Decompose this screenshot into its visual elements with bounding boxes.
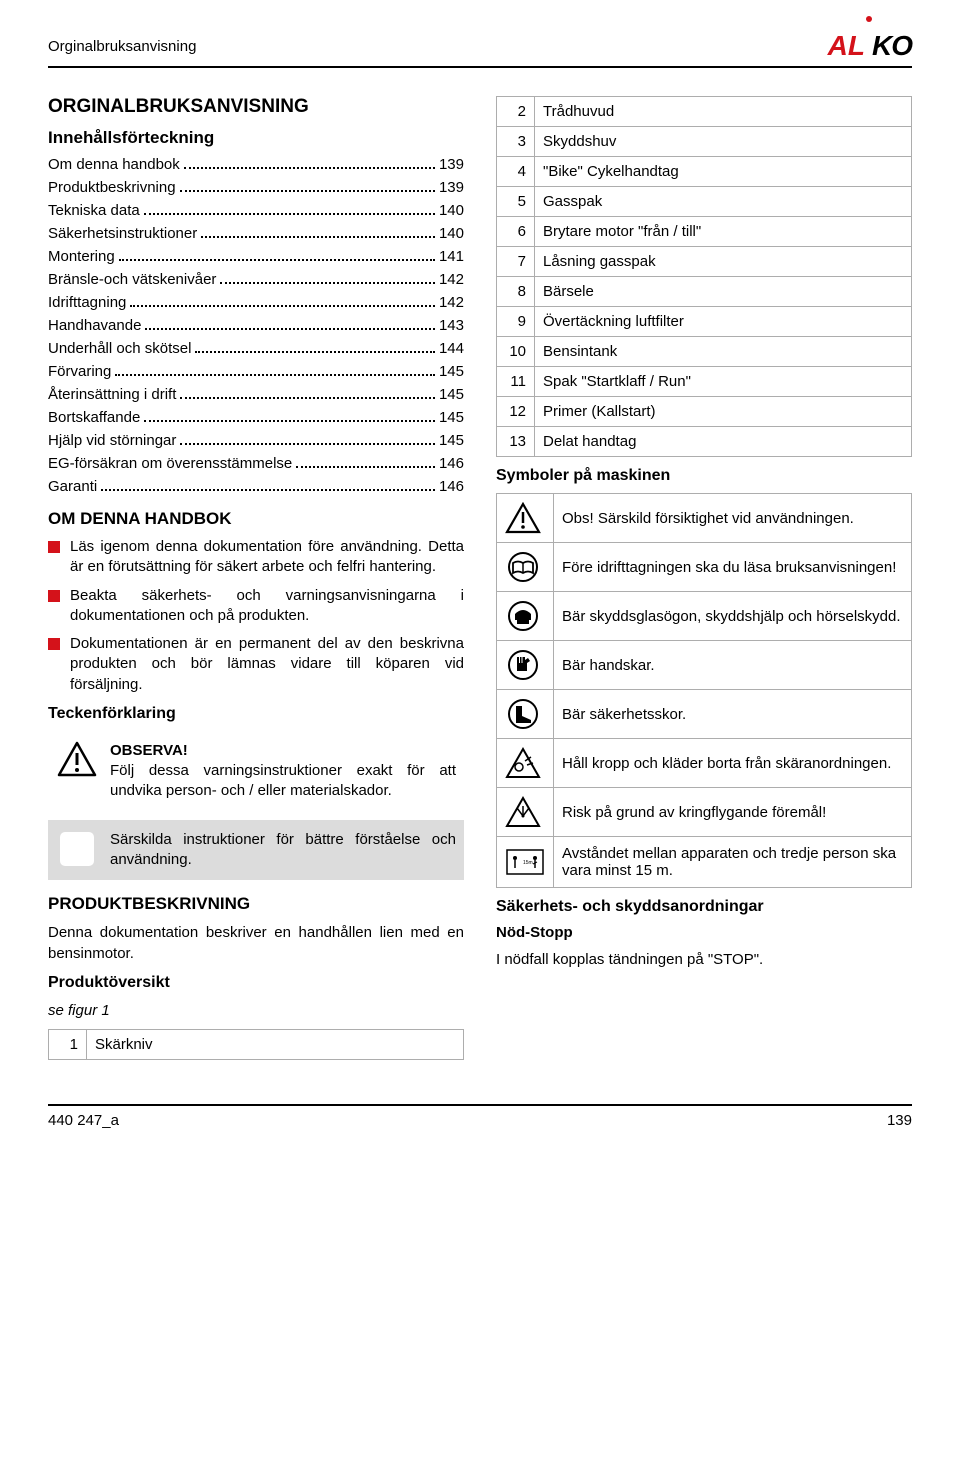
blade-distance-icon xyxy=(497,739,554,788)
info-text: Särskilda instruktioner för bättre först… xyxy=(110,831,456,868)
info-icon xyxy=(56,830,98,871)
page-footer: 440 247_a 139 xyxy=(48,1104,912,1129)
list-item: Läs igenom denna dokumentation före anvä… xyxy=(48,537,464,578)
safety-boots-icon xyxy=(497,690,554,739)
table-row: 1Skärkniv xyxy=(49,1030,464,1060)
warning-triangle-icon xyxy=(56,741,98,802)
symbols-heading: Symboler på maskinen xyxy=(496,467,912,485)
table-row: 9Övertäckning luftfilter xyxy=(497,307,912,337)
toc-item: Förvaring145 xyxy=(48,363,464,380)
table-row: 3Skyddshuv xyxy=(497,127,912,157)
toc-item: Produktbeskrivning139 xyxy=(48,179,464,196)
warning-callout: OBSERVA! Följ dessa varningsinstruktione… xyxy=(48,731,464,812)
footer-doc-id: 440 247_a xyxy=(48,1112,119,1129)
symbols-table: Obs! Särskild försiktighet vid användnin… xyxy=(496,493,912,888)
read-manual-icon xyxy=(497,543,554,592)
table-row: 12Primer (Kallstart) xyxy=(497,397,912,427)
product-text: Denna dokumentation beskriver en handhål… xyxy=(48,922,464,964)
doc-type-label: Orginalbruksanvisning xyxy=(48,38,196,55)
table-row: 2Trådhuvud xyxy=(497,97,912,127)
page-title: ORGINALBRUKSANVISNING xyxy=(48,96,464,118)
toc-item: Bränsle-och vätskenivåer142 xyxy=(48,271,464,288)
table-row: 8Bärsele xyxy=(497,277,912,307)
toc-item: Idrifttagning142 xyxy=(48,294,464,311)
warning-title: OBSERVA! xyxy=(110,741,456,761)
toc-item: Bortskaffande145 xyxy=(48,409,464,426)
toc-item: Tekniska data140 xyxy=(48,202,464,219)
toc-item: Om denna handbok139 xyxy=(48,156,464,173)
warning-triangle-icon xyxy=(497,494,554,543)
parts-table-left: 1Skärkniv xyxy=(48,1029,464,1060)
table-row: 10Bensintank xyxy=(497,337,912,367)
table-row: 5Gasspak xyxy=(497,187,912,217)
table-row: Obs! Särskild försiktighet vid användnin… xyxy=(497,494,912,543)
table-row: Risk på grund av kringflygande föremål! xyxy=(497,788,912,837)
emergency-stop-text: I nödfall kopplas tändningen på "STOP". xyxy=(496,949,912,970)
product-heading: PRODUKTBESKRIVNING xyxy=(48,894,464,914)
brand-logo: ALKO xyxy=(828,30,912,62)
table-row: 13Delat handtag xyxy=(497,427,912,457)
table-row: 6Brytare motor "från / till" xyxy=(497,217,912,247)
table-row: 4"Bike" Cykelhandtag xyxy=(497,157,912,187)
safety-heading: Säkerhets- och skyddsanordningar xyxy=(496,898,912,916)
svg-text:15m: 15m xyxy=(523,860,533,866)
list-item: Dokumentationen är en permanent del av d… xyxy=(48,634,464,695)
parts-table-right: 2Trådhuvud 3Skyddshuv 4"Bike" Cykelhandt… xyxy=(496,96,912,457)
table-row: 15m Avståndet mellan apparaten och tredj… xyxy=(497,837,912,888)
flying-debris-icon xyxy=(497,788,554,837)
table-row: Håll kropp och kläder borta från skärano… xyxy=(497,739,912,788)
toc-item: Säkerhetsinstruktioner140 xyxy=(48,225,464,242)
gloves-icon xyxy=(497,641,554,690)
about-bullets: Läs igenom denna dokumentation före anvä… xyxy=(48,537,464,695)
list-item: Beakta säkerhets- och varningsanvisninga… xyxy=(48,586,464,627)
ppe-head-icon xyxy=(497,592,554,641)
right-column: 2Trådhuvud 3Skyddshuv 4"Bike" Cykelhandt… xyxy=(496,96,912,1070)
table-row: 7Låsning gasspak xyxy=(497,247,912,277)
table-row: Före idrifttagningen ska du läsa bruksan… xyxy=(497,543,912,592)
toc-item: Återinsättning i drift145 xyxy=(48,386,464,403)
info-callout: Särskilda instruktioner för bättre först… xyxy=(48,820,464,881)
toc-item: Underhåll och skötsel144 xyxy=(48,340,464,357)
footer-page-number: 139 xyxy=(887,1112,912,1129)
table-row: Bär säkerhetsskor. xyxy=(497,690,912,739)
warning-text: Följ dessa varningsinstruktioner exakt f… xyxy=(110,762,456,799)
emergency-stop-heading: Nöd-Stopp xyxy=(496,924,912,941)
table-row: Bär handskar. xyxy=(497,641,912,690)
left-column: ORGINALBRUKSANVISNING Innehållsförteckni… xyxy=(48,96,464,1070)
table-row: Bär skyddsglasögon, skyddshjälp och hörs… xyxy=(497,592,912,641)
page-header: Orginalbruksanvisning ALKO xyxy=(48,30,912,68)
about-heading: OM DENNA HANDBOK xyxy=(48,509,464,529)
product-overview-heading: Produktöversikt xyxy=(48,974,464,992)
toc-item: Garanti146 xyxy=(48,478,464,495)
see-figure: se figur 1 xyxy=(48,1000,464,1021)
table-row: 11Spak "Startklaff / Run" xyxy=(497,367,912,397)
safe-distance-icon: 15m xyxy=(497,837,554,888)
legend-heading: Teckenförklaring xyxy=(48,705,464,723)
toc-item: Handhavande143 xyxy=(48,317,464,334)
toc-item: EG-försäkran om överensstämmelse146 xyxy=(48,455,464,472)
toc-item: Montering141 xyxy=(48,248,464,265)
toc-item: Hjälp vid störningar145 xyxy=(48,432,464,449)
toc: Om denna handbok139 Produktbeskrivning13… xyxy=(48,156,464,495)
toc-heading: Innehållsförteckning xyxy=(48,128,464,148)
